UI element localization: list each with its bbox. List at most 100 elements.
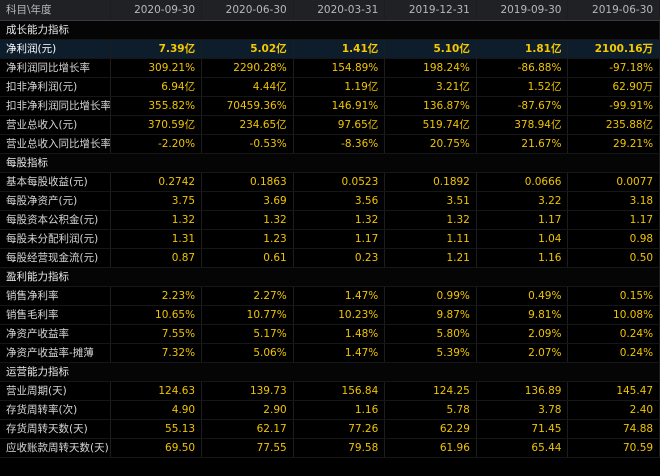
row-value: -87.67% bbox=[476, 96, 569, 116]
header-period[interactable]: 2020-09-30 bbox=[110, 0, 203, 21]
row-value: 1.16 bbox=[293, 400, 386, 420]
row-value: 71.45 bbox=[476, 419, 569, 439]
table-row[interactable]: 存货周转率(次) 4.90 2.90 1.16 5.78 3.78 2.40 bbox=[0, 400, 660, 420]
row-value: 2.27% bbox=[201, 286, 294, 306]
row-value: 0.15% bbox=[567, 286, 660, 306]
row-value: -2.20% bbox=[110, 134, 203, 154]
header-subject-year[interactable]: 科目\年度 bbox=[0, 0, 111, 21]
row-value: -97.18% bbox=[567, 58, 660, 78]
row-value: 1.17 bbox=[567, 210, 660, 230]
table-row[interactable]: 每股资本公积金(元) 1.32 1.32 1.32 1.32 1.17 1.17 bbox=[0, 210, 660, 230]
table-row[interactable]: 基本每股收益(元) 0.2742 0.1863 0.0523 0.1892 0.0666 0… bbox=[0, 172, 660, 192]
row-value: 3.51 bbox=[384, 191, 477, 211]
row-label: 净资产收益率 bbox=[0, 324, 111, 344]
row-value: 519.74亿 bbox=[384, 115, 477, 135]
row-value: 136.89 bbox=[476, 381, 569, 401]
row-value: 378.94亿 bbox=[476, 115, 569, 135]
header-period[interactable]: 2019-09-30 bbox=[476, 0, 569, 21]
row-value: 4.90 bbox=[110, 400, 203, 420]
row-value: -86.88% bbox=[476, 58, 569, 78]
row-value: 1.32 bbox=[201, 210, 294, 230]
row-label: 净利润(元) bbox=[0, 39, 111, 59]
row-value: 1.48% bbox=[293, 324, 386, 344]
table-row[interactable]: 销售净利率 2.23% 2.27% 1.47% 0.99% 0.49% 0.15% bbox=[0, 286, 660, 306]
row-value: 0.99% bbox=[384, 286, 477, 306]
section-title: 运营能力指标 bbox=[0, 362, 660, 382]
header-period[interactable]: 2019-12-31 bbox=[384, 0, 477, 21]
section-header-row: 每股指标 bbox=[0, 153, 660, 173]
row-value: 62.17 bbox=[201, 419, 294, 439]
row-value: 3.18 bbox=[567, 191, 660, 211]
table-row[interactable]: 营业总收入同比增长率 -2.20% -0.53% -8.36% 20.75% 21.67%… bbox=[0, 134, 660, 154]
row-value: 0.24% bbox=[567, 324, 660, 344]
row-value: 139.73 bbox=[201, 381, 294, 401]
row-value: 3.56 bbox=[293, 191, 386, 211]
table-row[interactable]: 营业周期(天) 124.63 139.73 156.84 124.25 136.89 145… bbox=[0, 381, 660, 401]
row-value: 1.32 bbox=[384, 210, 477, 230]
row-value: 136.87% bbox=[384, 96, 477, 116]
row-value: 1.21 bbox=[384, 248, 477, 268]
row-value: -8.36% bbox=[293, 134, 386, 154]
table-row[interactable]: 每股经营现金流(元) 0.87 0.61 0.23 1.21 1.16 0.50 bbox=[0, 248, 660, 268]
row-value: 2.09% bbox=[476, 324, 569, 344]
row-value: 0.87 bbox=[110, 248, 203, 268]
row-value: 9.81% bbox=[476, 305, 569, 325]
row-value: 1.04 bbox=[476, 229, 569, 249]
row-label: 存货周转率(次) bbox=[0, 400, 111, 420]
row-value: 7.32% bbox=[110, 343, 203, 363]
row-value: 77.26 bbox=[293, 419, 386, 439]
row-value: 156.84 bbox=[293, 381, 386, 401]
table-row[interactable]: 每股未分配利润(元) 1.31 1.23 1.17 1.11 1.04 0.98 bbox=[0, 229, 660, 249]
row-value: 0.1892 bbox=[384, 172, 477, 192]
row-value: 77.55 bbox=[201, 438, 294, 458]
row-value: 10.77% bbox=[201, 305, 294, 325]
row-value: 69.50 bbox=[110, 438, 203, 458]
row-value: 6.94亿 bbox=[110, 77, 203, 97]
row-value: 2.90 bbox=[201, 400, 294, 420]
row-value: 146.91% bbox=[293, 96, 386, 116]
header-row: 科目\年度 2020-09-30 2020-06-30 2020-03-31 2… bbox=[0, 0, 660, 21]
row-value: 1.16 bbox=[476, 248, 569, 268]
row-value: 2100.16万 bbox=[567, 39, 660, 59]
header-period[interactable]: 2019-06-30 bbox=[567, 0, 660, 21]
row-value: 7.39亿 bbox=[110, 39, 203, 59]
row-value: 3.75 bbox=[110, 191, 203, 211]
table-row[interactable]: 每股净资产(元) 3.75 3.69 3.56 3.51 3.22 3.18 bbox=[0, 191, 660, 211]
row-value: 1.41亿 bbox=[293, 39, 386, 59]
table-row[interactable]: 存货周转天数(天) 55.13 62.17 77.26 62.29 71.45 74.88 bbox=[0, 419, 660, 439]
row-label: 每股经营现金流(元) bbox=[0, 248, 111, 268]
row-label: 存货周转天数(天) bbox=[0, 419, 111, 439]
row-value: 3.69 bbox=[201, 191, 294, 211]
header-period[interactable]: 2020-03-31 bbox=[293, 0, 386, 21]
header-period[interactable]: 2020-06-30 bbox=[201, 0, 294, 21]
row-label: 营业总收入(元) bbox=[0, 115, 111, 135]
table-row[interactable]: 应收账款周转天数(天) 69.50 77.55 79.58 61.96 65.44 70.5… bbox=[0, 438, 660, 458]
table-row[interactable]: 扣非净利润同比增长率 355.82% 70459.36% 146.91% 136.87%… bbox=[0, 96, 660, 116]
row-value: 61.96 bbox=[384, 438, 477, 458]
row-value: 1.17 bbox=[293, 229, 386, 249]
row-value: 65.44 bbox=[476, 438, 569, 458]
row-value: 10.08% bbox=[567, 305, 660, 325]
row-value: 20.75% bbox=[384, 134, 477, 154]
table-row[interactable]: 净资产收益率-摊薄 7.32% 5.06% 1.47% 5.39% 2.07% 0.24% bbox=[0, 343, 660, 363]
row-value: 0.98 bbox=[567, 229, 660, 249]
row-value: 79.58 bbox=[293, 438, 386, 458]
table-row[interactable]: 扣非净利润(元) 6.94亿 4.44亿 1.19亿 3.21亿 1.52亿 62.90万 bbox=[0, 77, 660, 97]
row-value: 2.40 bbox=[567, 400, 660, 420]
row-value: 2.23% bbox=[110, 286, 203, 306]
row-value: 9.87% bbox=[384, 305, 477, 325]
row-value: 74.88 bbox=[567, 419, 660, 439]
row-value: 154.89% bbox=[293, 58, 386, 78]
row-value: 124.63 bbox=[110, 381, 203, 401]
table-row[interactable]: 营业总收入(元) 370.59亿 234.65亿 97.65亿 519.74亿 378.9… bbox=[0, 115, 660, 135]
table-row[interactable]: 净利润(元) 7.39亿 5.02亿 1.41亿 5.10亿 1.81亿 2100.16万 bbox=[0, 39, 660, 59]
section-title: 成长能力指标 bbox=[0, 20, 660, 40]
row-value: 5.78 bbox=[384, 400, 477, 420]
row-label: 基本每股收益(元) bbox=[0, 172, 111, 192]
table-row[interactable]: 净资产收益率 7.55% 5.17% 1.48% 5.80% 2.09% 0.24% bbox=[0, 324, 660, 344]
row-value: 29.21% bbox=[567, 134, 660, 154]
row-value: 1.23 bbox=[201, 229, 294, 249]
table-row[interactable]: 销售毛利率 10.65% 10.77% 10.23% 9.87% 9.81% 10.08% bbox=[0, 305, 660, 325]
row-label: 每股未分配利润(元) bbox=[0, 229, 111, 249]
table-row[interactable]: 净利润同比增长率 309.21% 2290.28% 154.89% 198.24% -86… bbox=[0, 58, 660, 78]
